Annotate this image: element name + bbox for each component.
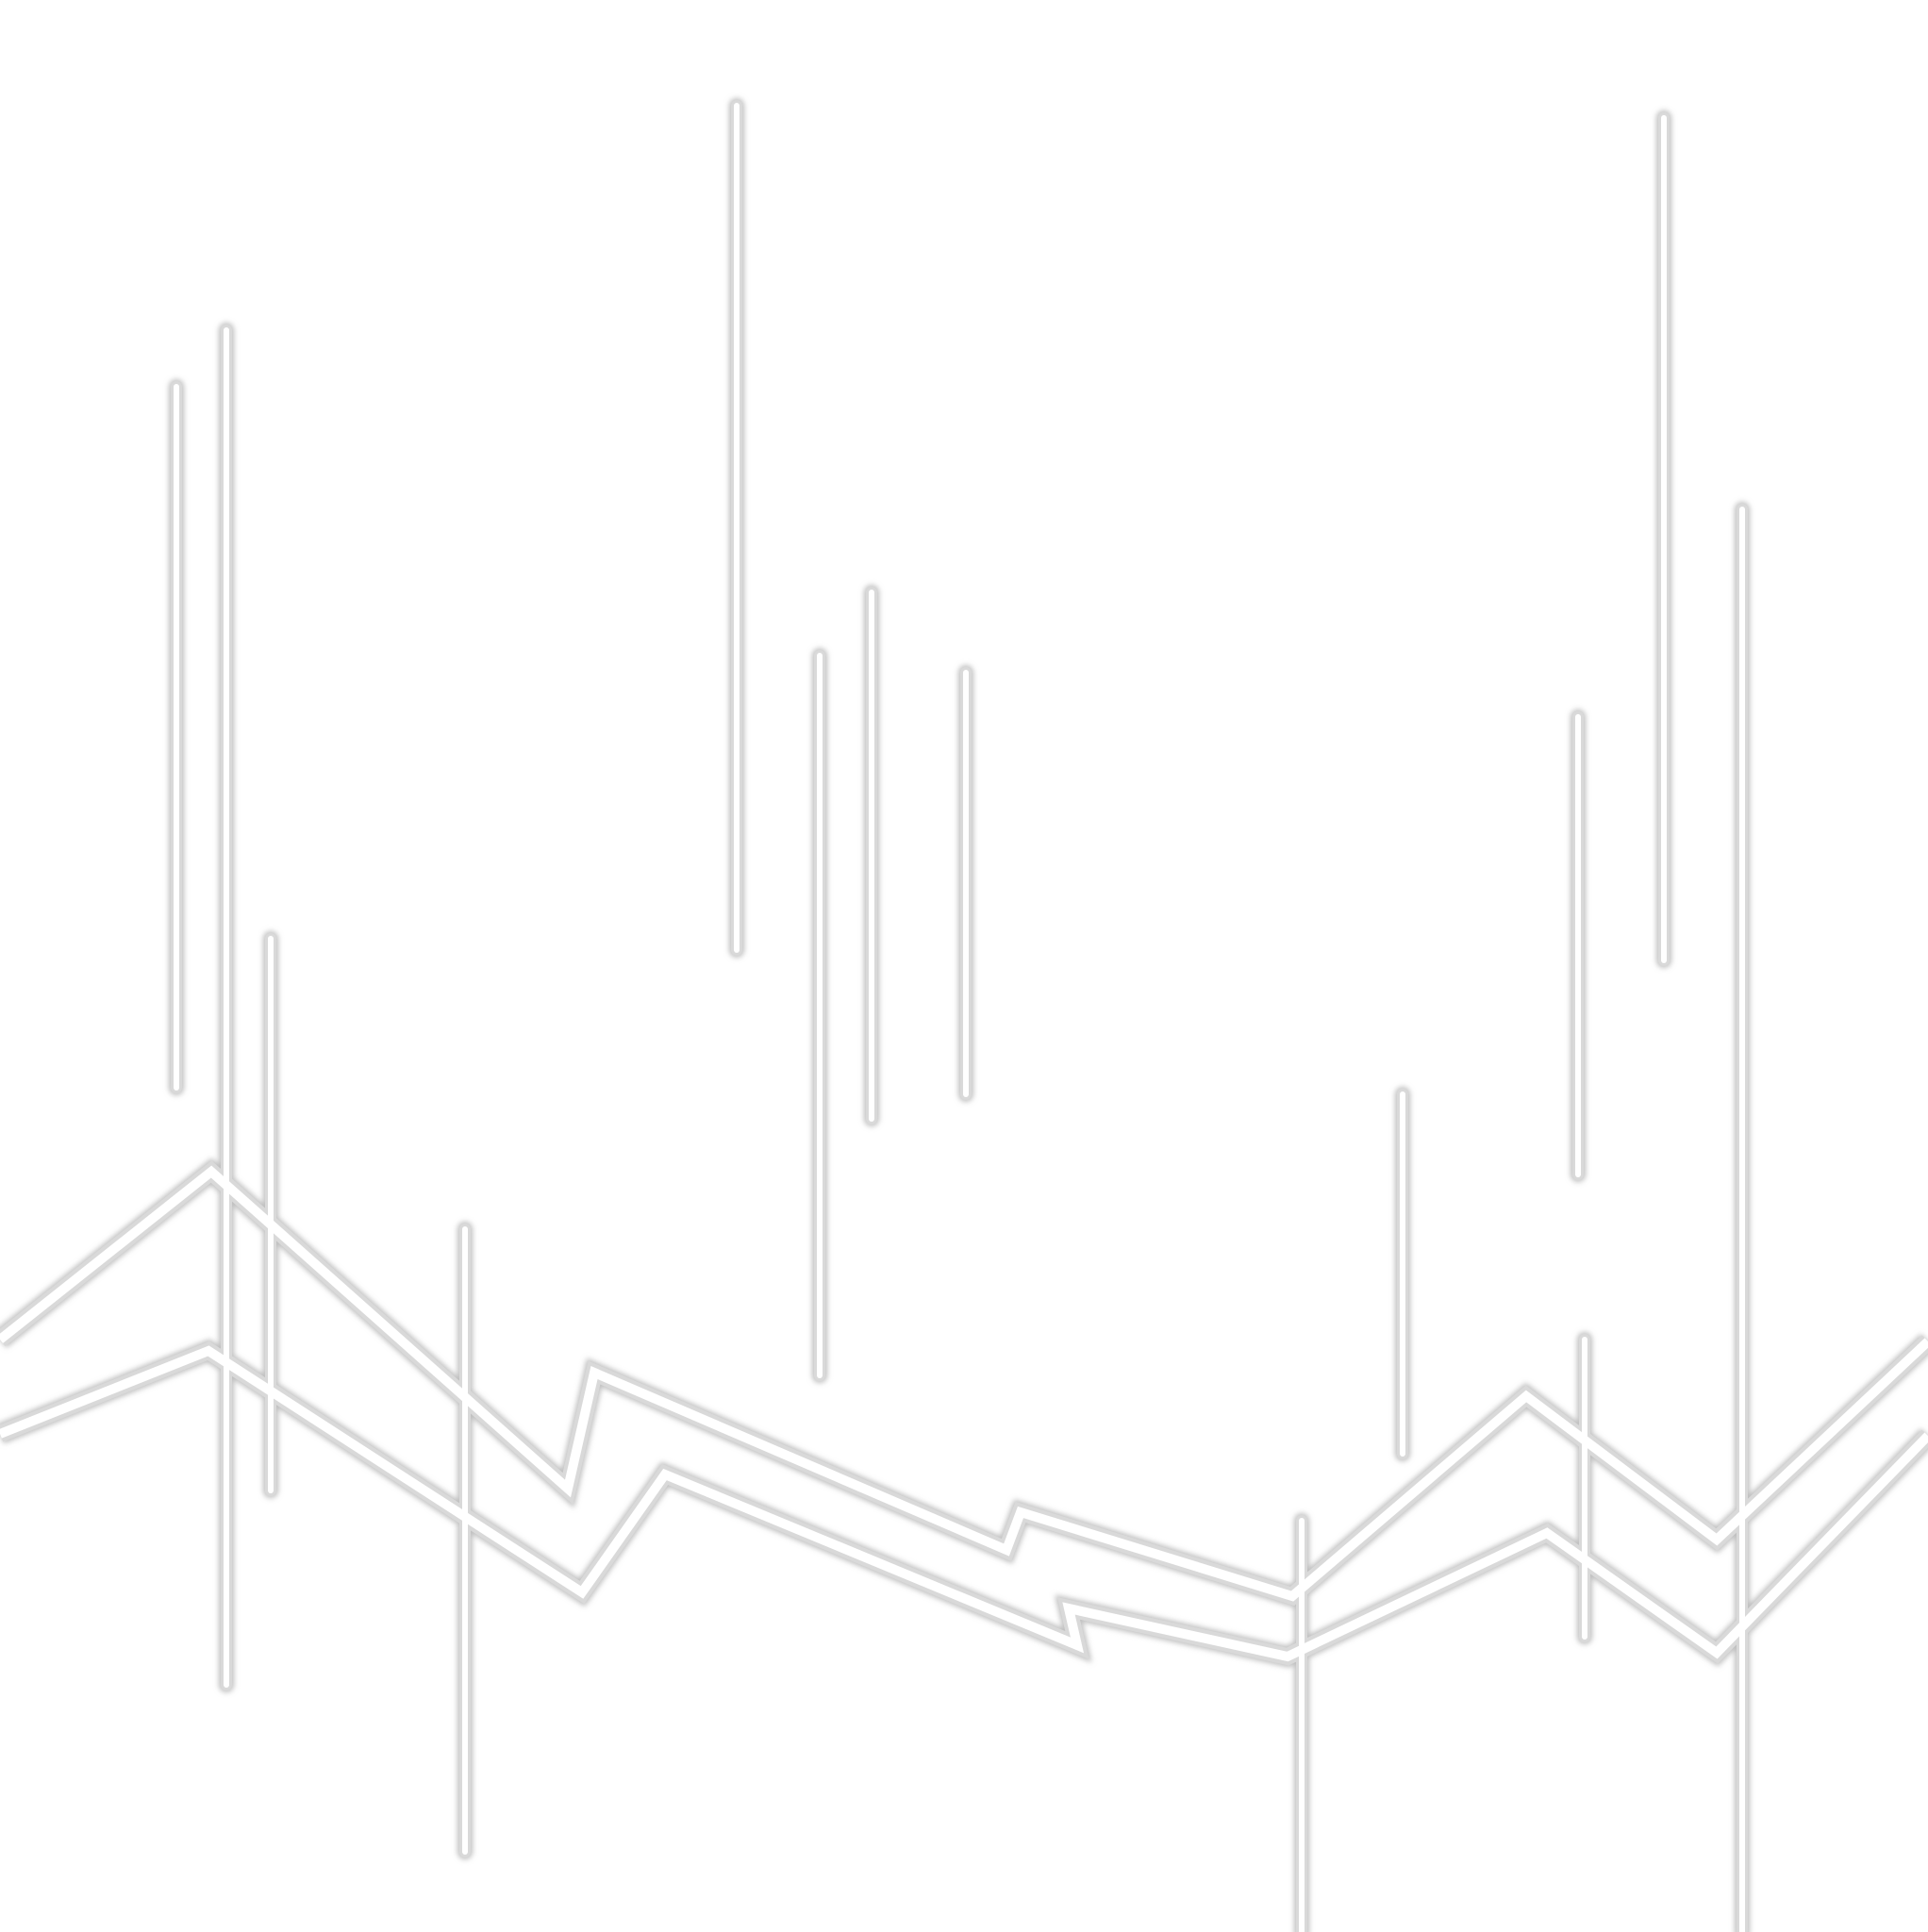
zigzag-line-outline-2 bbox=[0, 1341, 1928, 1666]
zigzag-line-2 bbox=[0, 1345, 1928, 1662]
core-layer bbox=[0, 103, 1928, 1932]
zigzag-line-1 bbox=[0, 1165, 1928, 1602]
